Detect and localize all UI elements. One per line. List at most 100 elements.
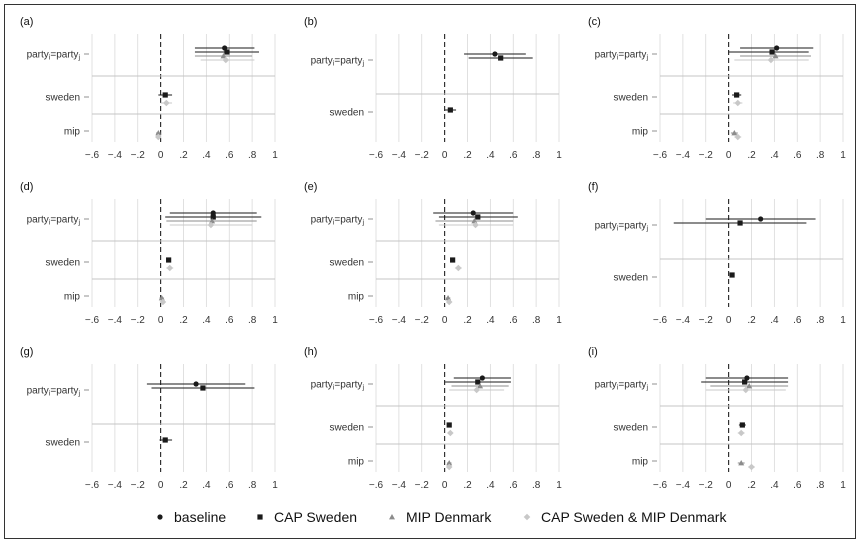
point-cap_sweden (475, 379, 481, 385)
x-tick-label: .6 (225, 480, 234, 491)
x-tick-label: −.2 (699, 315, 714, 326)
point-cap_sweden (742, 379, 748, 385)
x-tick-label: .4 (202, 480, 211, 491)
row-label-mip: mip (64, 127, 81, 138)
panel-label: (f) (588, 181, 598, 193)
row-label-party: partyi=partyj (311, 380, 365, 392)
x-tick-label: 0 (726, 480, 732, 491)
row-label-mip: mip (64, 292, 81, 303)
point-cap_sweden (737, 220, 743, 226)
x-tick-label: .8 (532, 315, 541, 326)
x-tick-label: 0 (158, 315, 164, 326)
point-baseline (470, 210, 476, 216)
point-cap_sweden (166, 257, 172, 263)
x-tick-label: .6 (225, 315, 234, 326)
point-cap_mip (222, 56, 230, 64)
point-cap_mip (748, 463, 755, 471)
x-tick-label: −.4 (392, 480, 407, 491)
panel-label: (a) (20, 16, 33, 28)
row-label-sweden: sweden (330, 423, 364, 434)
x-tick-label: 1 (556, 150, 562, 161)
legend: baseline CAP Sweden MIP Denmark CAP Sweden … (157, 509, 727, 525)
point-baseline (222, 45, 228, 51)
panel-label: (i) (588, 346, 598, 358)
point-cap_mip (742, 386, 750, 394)
row-label-party: partyi=partyj (27, 215, 81, 227)
x-tick-label: .8 (248, 150, 257, 161)
point-cap_sweden (475, 214, 481, 220)
legend-marker-mip_denmark (389, 514, 395, 520)
x-tick-label: −.2 (131, 150, 146, 161)
x-tick-label: −.6 (653, 480, 668, 491)
panel-label: (b) (304, 16, 317, 28)
figure-border (4, 4, 856, 539)
x-tick-label: .6 (509, 315, 518, 326)
legend-label-baseline: baseline (174, 509, 226, 525)
x-tick-label: −.4 (108, 315, 123, 326)
panel-label: (c) (588, 16, 601, 28)
row-label-sweden: sweden (46, 438, 80, 449)
x-tick-label: .2 (747, 315, 756, 326)
x-tick-label: .2 (747, 480, 756, 491)
x-tick-label: .6 (793, 315, 802, 326)
panels-layer: (a) −.6 −.4 −.2 0 .2 .4 .6 .8 1 partyi=partyj swede… (20, 16, 846, 491)
point-cap_mip (734, 99, 742, 107)
x-tick-label: .2 (463, 480, 472, 491)
point-baseline (193, 381, 199, 387)
row-label-party: partyi=partyj (311, 215, 365, 227)
point-baseline (744, 375, 750, 381)
panel-d: (d) −.6 −.4 −.2 0 .2 .4 .6 .8 1 partyi=partyj swede… (20, 181, 278, 326)
x-tick-label: .6 (509, 150, 518, 161)
x-tick-label: 1 (556, 480, 562, 491)
x-tick-label: .8 (248, 315, 257, 326)
point-cap_mip (163, 99, 170, 107)
legend-marker-cap_mip (523, 513, 531, 521)
point-cap_mip (737, 429, 745, 437)
x-tick-label: −.2 (415, 150, 430, 161)
row-label-sweden: sweden (614, 273, 648, 284)
row-label-sweden: sweden (46, 258, 80, 269)
point-cap_mip (207, 221, 215, 229)
row-label-mip: mip (348, 457, 365, 468)
x-tick-label: 0 (442, 480, 448, 491)
point-cap_sweden (729, 272, 735, 278)
point-baseline (210, 210, 216, 216)
panel-e: (e) −.6 −.4 −.2 0 .2 .4 .6 .8 1 partyi=partyj swede… (304, 181, 562, 326)
row-label-sweden: sweden (614, 93, 648, 104)
panel-label: (g) (20, 346, 33, 358)
point-mip_denmark (738, 460, 745, 466)
panel-label: (d) (20, 181, 33, 193)
point-mip_denmark (772, 53, 779, 59)
x-tick-label: .6 (225, 150, 234, 161)
row-label-mip: mip (632, 457, 649, 468)
x-tick-label: −.4 (676, 480, 691, 491)
x-tick-label: .8 (816, 315, 825, 326)
x-tick-label: −.4 (676, 150, 691, 161)
x-tick-label: −.4 (676, 315, 691, 326)
x-tick-label: 1 (272, 315, 278, 326)
row-label-party: partyi=partyj (27, 386, 81, 398)
point-cap_mip (473, 386, 480, 394)
point-cap_mip (472, 221, 479, 229)
point-mip_denmark (471, 218, 478, 224)
point-cap_mip (447, 429, 454, 437)
legend-label-cap_sweden: CAP Sweden (274, 509, 357, 525)
panel-label: (h) (304, 346, 317, 358)
x-tick-label: −.4 (392, 150, 407, 161)
row-label-party: partyi=partyj (311, 56, 365, 68)
x-tick-label: 0 (726, 315, 732, 326)
x-tick-label: 0 (726, 150, 732, 161)
x-tick-label: .4 (202, 315, 211, 326)
x-tick-label: .4 (770, 315, 779, 326)
x-tick-label: 0 (442, 315, 448, 326)
point-cap_sweden (210, 214, 216, 220)
x-tick-label: .4 (486, 150, 495, 161)
row-label-party: partyi=partyj (595, 221, 649, 233)
x-tick-label: .6 (793, 150, 802, 161)
point-mip_denmark (155, 130, 162, 136)
x-tick-label: .8 (532, 150, 541, 161)
point-mip_denmark (731, 130, 738, 136)
point-cap_mip (155, 133, 162, 141)
point-cap_sweden (498, 55, 504, 61)
row-label-sweden: sweden (330, 258, 364, 269)
